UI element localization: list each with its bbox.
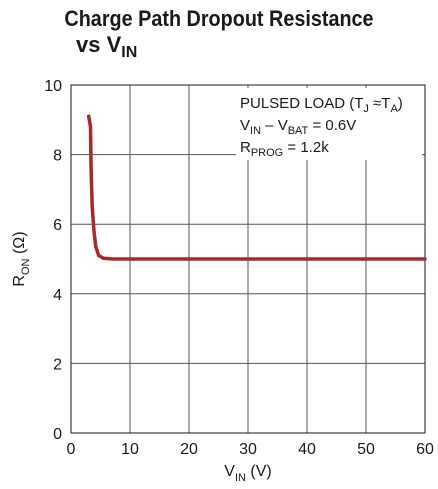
y-tick-label: 2: [53, 356, 62, 373]
y-tick-label: 6: [53, 217, 62, 234]
x-tick-label: 50: [357, 441, 375, 458]
annotation-rprog: RPROG = 1.2k: [240, 139, 329, 159]
series-line: [86, 114, 427, 261]
chart-title-line2: vs VIN: [0, 32, 438, 66]
chart-title-line2-sub: IN: [121, 44, 138, 61]
y-tick-label: 0: [53, 426, 62, 443]
chart-title: Charge Path Dropout Resistance vs VIN: [0, 6, 438, 66]
x-tick-label: 10: [121, 441, 139, 458]
chart-title-line2-text: vs V: [76, 32, 122, 57]
x-tick-label: 30: [239, 441, 257, 458]
x-tick-label: 60: [416, 441, 434, 458]
annotation-pulsed-load: PULSED LOAD (TJ ≈TA): [240, 95, 403, 115]
x-tick-label: 40: [298, 441, 316, 458]
x-tick-labels: 0 10 20 30 40 50 60: [67, 441, 434, 458]
annotation-vin-vbat: VIN – VBAT = 0.6V: [240, 117, 356, 137]
x-axis-label: VIN (V): [224, 463, 271, 484]
y-tick-labels: 0 2 4 6 8 10: [44, 78, 62, 443]
y-axis-label: RON (Ω): [11, 231, 32, 286]
y-tick-label: 4: [53, 287, 62, 304]
y-tick-label: 10: [44, 78, 62, 95]
annotation-background: [236, 88, 422, 160]
y-tick-label: 8: [53, 148, 62, 165]
x-tick-label: 20: [180, 441, 198, 458]
x-tick-label: 0: [67, 441, 76, 458]
chart-title-line1: Charge Path Dropout Resistance: [64, 6, 374, 31]
